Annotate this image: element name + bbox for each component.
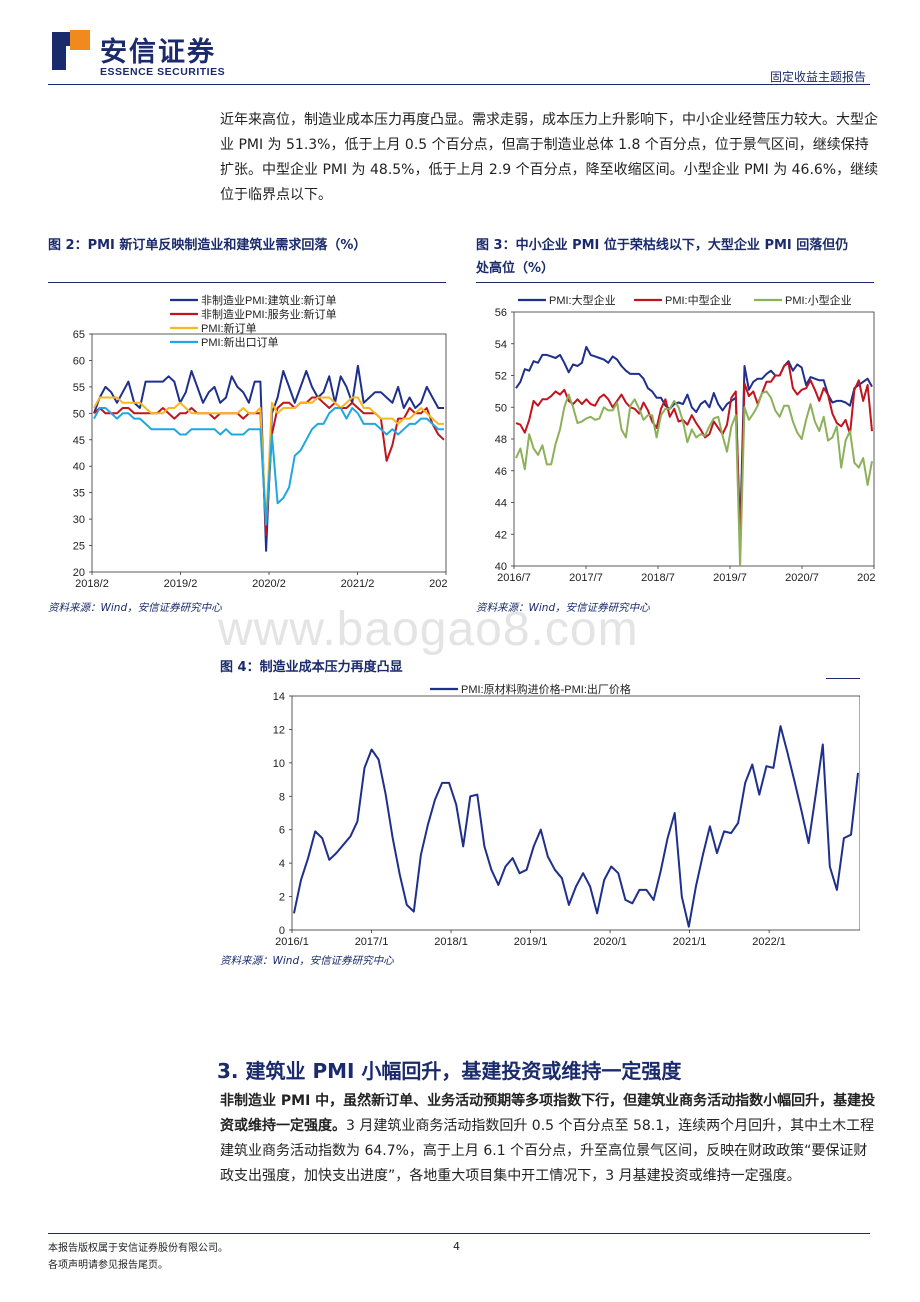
footer-disclaimer: 各项声明请参见报告尾页。 (48, 1260, 168, 1271)
brand-name-cn: 安信证券 (100, 37, 216, 68)
fig2-xtick-label: 2022/2 (429, 578, 448, 590)
fig2-ytick-label: 60 (73, 355, 85, 367)
fig3-ytick-label: 54 (495, 339, 507, 351)
fig3-ytick-label: 40 (495, 561, 507, 573)
fig4-xtick-label: 2017/1 (355, 936, 389, 948)
fig3-xtick-label: 2020/7 (785, 572, 819, 584)
fig4-plot-frame (291, 695, 860, 931)
fig3-ytick-label: 52 (495, 371, 507, 383)
fig4-xtick-label: 2019/1 (514, 936, 548, 948)
page-number: 4 (453, 1240, 460, 1253)
fig4-xtick-label: 2022/1 (752, 936, 786, 948)
fig4-ytick-label: 10 (273, 758, 285, 770)
fig3-rule (476, 282, 874, 283)
section-title: 3. 建筑业 PMI 小幅回升，基建投资或维持一定强度 (217, 1059, 682, 1083)
fig3-title-line2: 处高位（%） (476, 261, 555, 276)
fig2-ytick-label: 55 (73, 382, 85, 394)
fig4-xtick-label: 2016/1 (275, 936, 309, 948)
fig2-ytick-label: 45 (73, 435, 85, 447)
fig2-legend-label-2: PMI:新订单 (201, 321, 257, 335)
fig4-ytick-label: 12 (273, 724, 285, 736)
footer-divider (48, 1233, 870, 1234)
fig2-xtick-label: 2018/2 (75, 578, 109, 590)
header-divider (48, 84, 870, 85)
fig2-title: 图 2：PMI 新订单反映制造业和建筑业需求回落（%） (48, 238, 367, 253)
fig3-title-line1: 图 3：中小企业 PMI 位于荣枯线以下，大型企业 PMI 回落但仍 (476, 238, 849, 253)
report-type: 固定收益主题报告 (769, 70, 866, 84)
fig3-source: 资料来源：Wind，安信证券研究中心 (476, 602, 650, 614)
intro-paragraph: 近年来高位，制造业成本压力再度凸显。需求走弱，成本压力上升影响下，中小企业经营压… (220, 112, 879, 203)
fig2-series-line-2 (93, 396, 444, 526)
watermark: www.baogao8.com (218, 603, 639, 656)
fig4-xtick-label: 2020/1 (593, 936, 627, 948)
fig4-ytick-label: 8 (279, 791, 285, 803)
footer-copyright: 本报告版权属于安信证券股份有限公司。 (48, 1243, 228, 1254)
fig3-xtick-label: 2016/7 (497, 572, 531, 584)
fig2-ytick-label: 35 (73, 488, 85, 500)
fig3-series-line-0 (515, 345, 873, 536)
fig2-legend-label-3: PMI:新出口订单 (201, 335, 279, 349)
brand-name-en: ESSENCE SECURITIES (100, 66, 226, 78)
fig3-ytick-label: 56 (495, 307, 507, 319)
fig4-ytick-label: 4 (279, 858, 285, 870)
fig2-rule (48, 282, 446, 283)
fig4-rule (826, 678, 860, 679)
logo-icon (52, 30, 90, 70)
fig4-xtick-label: 2021/1 (673, 936, 707, 948)
fig2-ytick-label: 40 (73, 461, 85, 473)
fig3-legend-label-0: PMI:大型企业 (549, 293, 616, 307)
fig3-ytick-label: 50 (495, 402, 507, 414)
fig2-xtick-label: 2019/2 (164, 578, 198, 590)
fig2-ytick-label: 20 (73, 567, 85, 579)
fig3-xtick-label: 2021/7 (857, 572, 876, 584)
fig4-ytick-label: 2 (279, 892, 285, 904)
fig3-series-line-2 (515, 390, 873, 567)
fig4-ytick-label: 0 (279, 925, 285, 937)
fig2-legend-label-0: 非制造业PMI:建筑业:新订单 (201, 293, 337, 307)
section-paragraph: 非制造业 PMI 中，虽然新订单、业务活动预期等多项指数下行，但建筑业商务活动指… (220, 1089, 880, 1189)
fig3-legend-label-1: PMI:中型企业 (665, 293, 732, 307)
fig4-title: 图 4：制造业成本压力再度凸显 (220, 660, 403, 675)
fig4-xtick-label: 2018/1 (434, 936, 468, 948)
fig2-xtick-label: 2021/2 (341, 578, 375, 590)
fig4-series-line-0 (293, 725, 859, 928)
fig3-xtick-label: 2018/7 (641, 572, 675, 584)
fig2-series-line-3 (93, 407, 444, 526)
fig3-ytick-label: 44 (495, 498, 507, 510)
fig4-legend-label-0: PMI:原材料购进价格-PMI:出厂价格 (461, 682, 631, 696)
fig3-legend-label-2: PMI:小型企业 (785, 293, 852, 307)
fig3-xtick-label: 2019/7 (713, 572, 747, 584)
fig2-ytick-label: 25 (73, 541, 85, 553)
fig2-ytick-label: 50 (73, 408, 85, 420)
fig2-xtick-label: 2020/2 (252, 578, 286, 590)
fig3-xtick-label: 2017/7 (569, 572, 603, 584)
fig2-ytick-label: 65 (73, 329, 85, 341)
fig4-source: 资料来源：Wind，安信证券研究中心 (220, 955, 394, 967)
footer-notes: 本报告版权属于安信证券股份有限公司。 各项声明请参见报告尾页。 (48, 1240, 228, 1274)
fig2-source: 资料来源：Wind，安信证券研究中心 (48, 602, 222, 614)
fig2-legend-label-1: 非制造业PMI:服务业:新订单 (201, 307, 337, 321)
fig3-series-line-1 (515, 361, 873, 552)
fig3-ytick-label: 46 (495, 466, 507, 478)
fig3-ytick-label: 48 (495, 434, 507, 446)
section-body: 3 月建筑业商务活动指数回升 0.5 个百分点至 58.1，连续两个月回升，其中… (220, 1118, 875, 1184)
fig4-ytick-label: 14 (273, 691, 285, 703)
fig4-ytick-label: 6 (279, 825, 285, 837)
fig3-ytick-label: 42 (495, 529, 507, 541)
fig3-plot-frame (513, 311, 875, 567)
section-bold-lead: 非制造业 PMI 中，虽然新订单、业务活动预期等多项指数下行，但建筑业商务活动指… (220, 1093, 876, 1134)
fig2-ytick-label: 30 (73, 514, 85, 526)
